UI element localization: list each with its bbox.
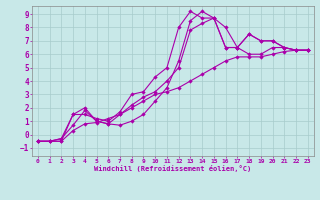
X-axis label: Windchill (Refroidissement éolien,°C): Windchill (Refroidissement éolien,°C) (94, 165, 252, 172)
